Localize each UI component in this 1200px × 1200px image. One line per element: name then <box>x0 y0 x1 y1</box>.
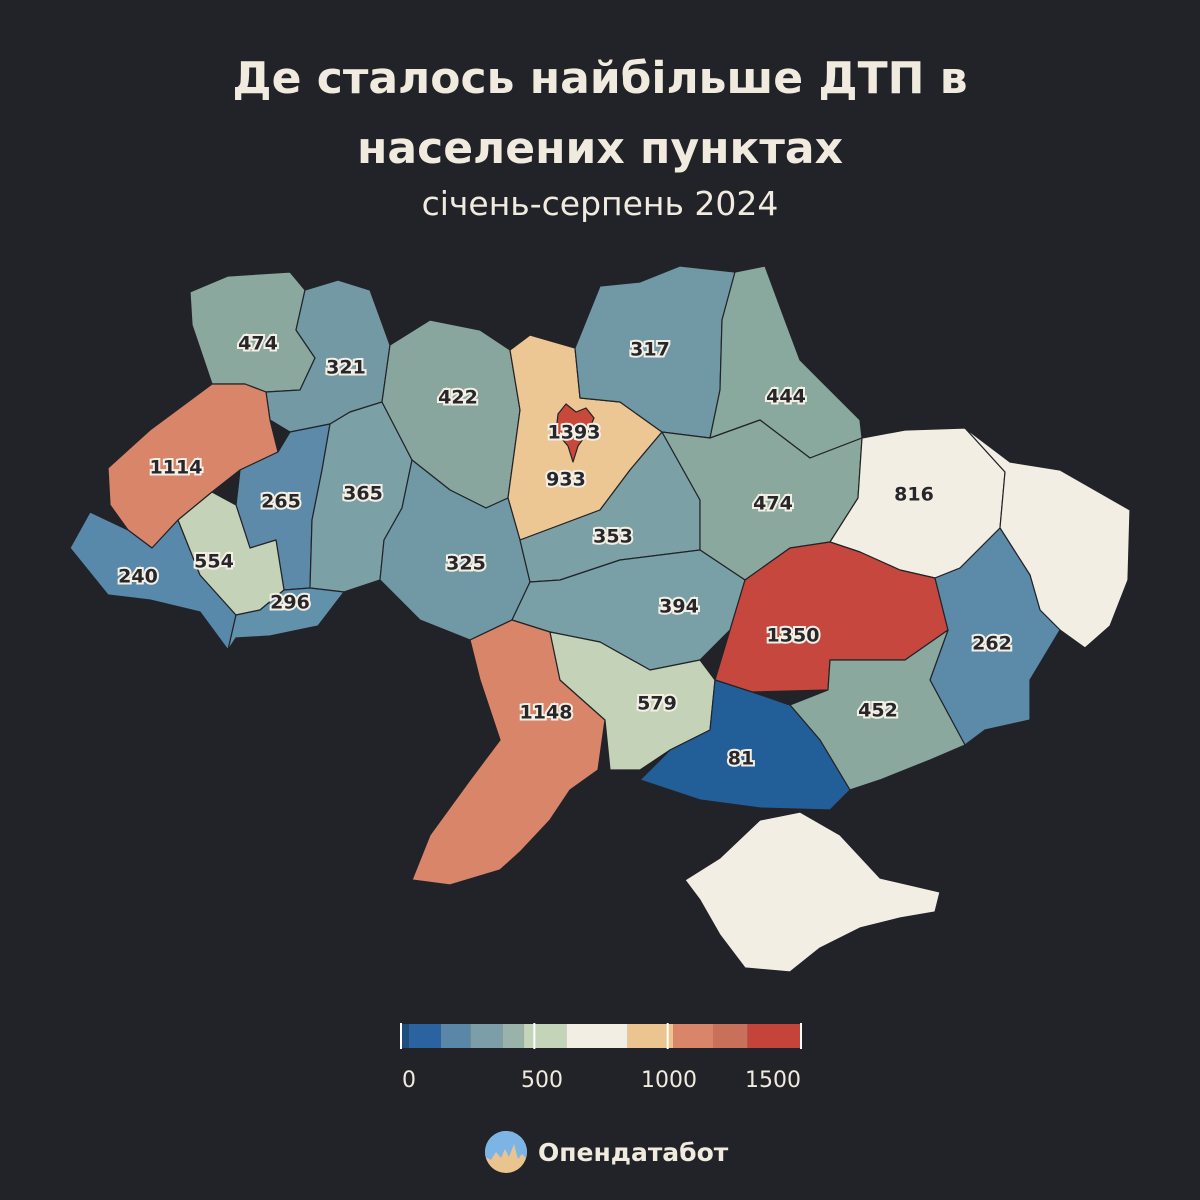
region-value-kharkiv: 816 <box>894 484 934 506</box>
legend-segment <box>502 1024 524 1048</box>
opendatabot-logo-icon <box>485 1131 527 1173</box>
region-crimea <box>684 811 941 973</box>
region-ivano-frankivsk <box>177 491 285 616</box>
region-value-cherkasy: 353 <box>593 526 633 548</box>
legend-segment <box>470 1024 503 1048</box>
region-value-ternopil: 265 <box>261 491 301 513</box>
region-value-ivano-frankivsk: 554 <box>194 551 234 573</box>
region-kherson <box>639 679 851 811</box>
legend-segment <box>713 1024 748 1048</box>
legend-segment <box>627 1024 673 1048</box>
region-value-donetsk: 262 <box>972 633 1012 655</box>
region-value-khmelnytskyi: 365 <box>343 483 383 505</box>
legend-segment <box>523 1024 567 1048</box>
title-line-2: населених пунктах <box>357 123 843 174</box>
legend-tick-label: 1000 <box>641 1068 697 1093</box>
brand: Опендатабот <box>484 1130 728 1174</box>
labels-layer: 474 321 1114 265 365 422 933 1393 317 444 240 554 29… <box>116 331 1014 772</box>
regions-layer <box>69 265 1131 973</box>
region-value-zhytomyr: 422 <box>438 387 478 409</box>
region-value-lviv: 1114 <box>150 457 203 479</box>
legend-segment <box>409 1024 441 1048</box>
legend-tick-label: 1500 <box>745 1068 801 1093</box>
region-value-kyiv-city: 1393 <box>548 422 601 444</box>
region-value-zaporizhzhia: 452 <box>858 700 898 722</box>
legend-segment <box>566 1024 628 1048</box>
legend-segment <box>401 1024 409 1048</box>
region-value-kherson: 81 <box>728 748 754 770</box>
region-value-chernihiv: 317 <box>630 339 670 361</box>
region-chernivtsi <box>227 587 345 651</box>
brand-name: Опендатабот <box>538 1137 729 1167</box>
title-line-1: Де сталось найбільше ДТП в <box>232 53 968 104</box>
region-value-odesa: 1148 <box>520 702 573 724</box>
region-value-rivne: 321 <box>326 357 366 379</box>
legend-segment <box>673 1024 713 1048</box>
page-subtitle: січень-серпень 2024 <box>421 184 779 223</box>
region-value-dnipropetrovsk: 1350 <box>767 625 820 647</box>
region-value-sumy: 444 <box>766 386 806 408</box>
region-value-kirovohrad: 394 <box>659 596 699 618</box>
legend-color-bar <box>400 1023 802 1049</box>
region-value-kyiv-oblast: 933 <box>546 469 586 491</box>
legend-segment <box>441 1024 471 1048</box>
region-value-zakarpattia: 240 <box>118 566 158 588</box>
legend-tick-label: 0 <box>402 1068 416 1093</box>
region-value-vinnytsia: 325 <box>446 553 486 575</box>
region-value-volyn: 474 <box>238 333 278 355</box>
region-zakarpattia <box>69 511 237 651</box>
region-value-chernivtsi: 296 <box>270 592 310 614</box>
legend-segment <box>747 1024 801 1048</box>
legend-tick-label: 500 <box>521 1068 563 1093</box>
page-title: Де сталось найбільше ДТП в населених пун… <box>0 44 1200 184</box>
region-value-poltava: 474 <box>753 493 793 515</box>
region-kyiv-city <box>555 403 595 463</box>
region-value-mykolaiv: 579 <box>637 693 677 715</box>
